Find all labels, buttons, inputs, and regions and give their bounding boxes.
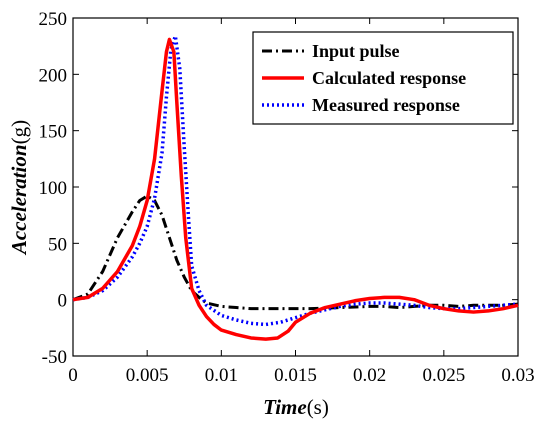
x-tick-label: 0.025 xyxy=(422,365,465,386)
x-axis-label-name: Time xyxy=(263,395,307,419)
x-tick-label: 0.02 xyxy=(353,365,386,386)
legend-label-measured-response: Measured response xyxy=(312,95,460,115)
series-line-measured-response xyxy=(72,34,519,327)
x-axis-label: Time(s) xyxy=(263,395,329,419)
y-axis-label: Acceleration(g) xyxy=(7,120,31,256)
legend: Input pulse Calculated response Measured… xyxy=(252,31,514,125)
y-axis-label-unit: (g) xyxy=(7,120,31,145)
legend-label-input-pulse: Input pulse xyxy=(312,41,400,61)
x-tick-label: 0.03 xyxy=(501,365,534,386)
axis-ticks: 0 0.005 0.01 0.015 0.02 0.025 0.03-50050100150… xyxy=(39,9,535,386)
y-tick-label: 100 xyxy=(39,178,68,199)
x-tick-label: 0.005 xyxy=(126,365,169,386)
y-tick-label: 50 xyxy=(48,234,67,255)
y-tick-label: 250 xyxy=(39,9,68,30)
y-tick-label: 200 xyxy=(39,65,68,86)
x-tick-label: 0.01 xyxy=(205,365,238,386)
x-axis-label-unit: (s) xyxy=(307,395,329,419)
y-tick-label: -50 xyxy=(42,347,67,368)
x-tick-label: 0 xyxy=(68,365,78,386)
series-layer xyxy=(72,34,519,341)
legend-label-calculated-response: Calculated response xyxy=(312,68,466,88)
x-tick-label: 0.015 xyxy=(274,365,317,386)
y-tick-label: 0 xyxy=(58,291,68,312)
series-line-calculated-response xyxy=(72,37,519,341)
y-axis-label-name: Acceleration xyxy=(7,144,31,256)
y-tick-label: 150 xyxy=(39,122,68,143)
